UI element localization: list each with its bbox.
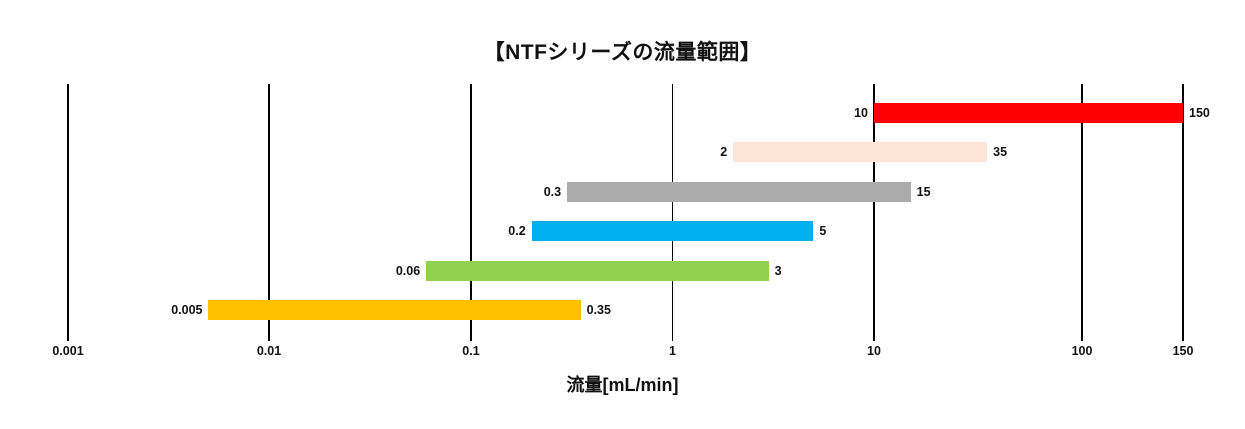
bar-min-label: 0.2 (508, 224, 526, 239)
bar-max-label: 35 (993, 145, 1008, 160)
bar-max-label: 15 (916, 184, 931, 199)
vertical-gridline (873, 84, 875, 341)
vertical-gridline (470, 84, 472, 341)
x-tick-label: 0.001 (52, 344, 84, 358)
chart-title: 【NTFシリーズの流量範囲】 (483, 41, 762, 64)
bar-min-label: 0.3 (543, 184, 562, 199)
bar-max-label: 3 (774, 263, 782, 278)
x-tick-label: 100 (1071, 344, 1093, 358)
x-tick-label: 150 (1172, 344, 1194, 358)
x-axis-label: 流量[mL/min] (566, 375, 679, 395)
flow-range-bar (531, 221, 814, 242)
bar-max-label: 5 (819, 224, 827, 239)
bar-min-label: 2 (720, 145, 728, 160)
vertical-gridline (67, 84, 69, 341)
vertical-gridline (268, 84, 270, 341)
flow-range-bar (874, 103, 1183, 123)
x-tick-label: 1 (669, 344, 676, 358)
x-tick-label: 0.01 (256, 344, 282, 358)
flow-range-bar (733, 142, 988, 163)
vertical-gridline (671, 84, 674, 341)
bar-min-label: 0.005 (171, 303, 203, 317)
flow-range-bar (567, 181, 911, 202)
bar-max-label: 0.35 (586, 303, 611, 317)
flow-range-bar (426, 260, 769, 281)
x-tick-label: 10 (867, 344, 881, 358)
bar-min-label: 10 (854, 106, 868, 120)
x-tick-label: 0.1 (462, 344, 480, 358)
bar-max-label: 150 (1189, 106, 1210, 120)
vertical-gridline (1182, 84, 1184, 341)
vertical-gridline (1081, 84, 1083, 341)
bar-min-label: 0.06 (395, 263, 421, 278)
flow-range-bar (208, 300, 581, 320)
